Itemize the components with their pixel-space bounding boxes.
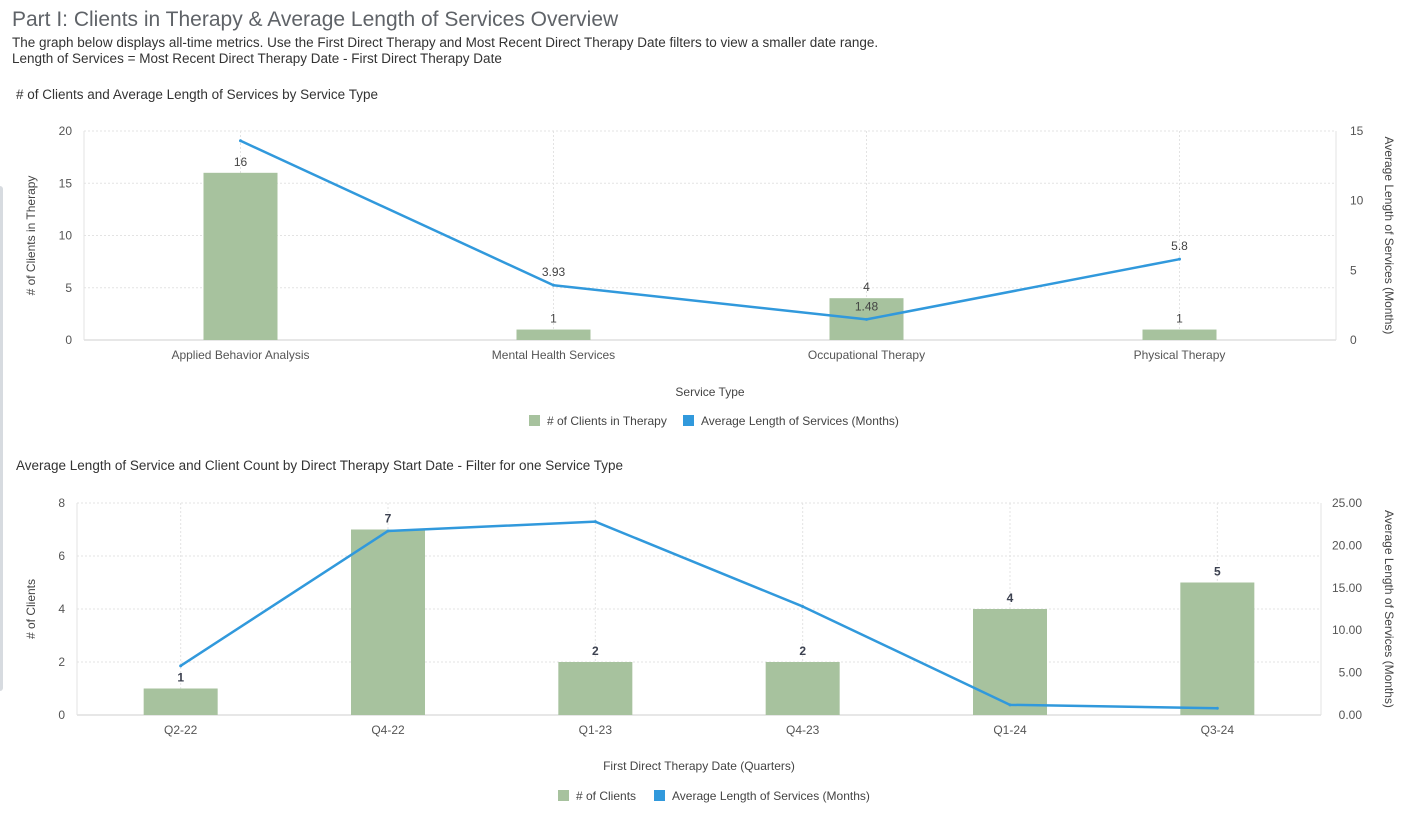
line-point bbox=[801, 604, 805, 608]
y2-tick-label: 20.00 bbox=[1332, 538, 1362, 552]
bar bbox=[973, 609, 1047, 715]
bar bbox=[558, 662, 633, 715]
bar-data-label: 1 bbox=[550, 312, 557, 326]
series-line bbox=[239, 139, 1180, 321]
y2-tick-label: 10 bbox=[1350, 194, 1364, 208]
y-tick-label: 6 bbox=[58, 549, 65, 563]
y2-axis-title: Average Length of Services (Months) bbox=[1382, 510, 1396, 708]
page-title: Part I: Clients in Therapy & Average Len… bbox=[12, 8, 619, 31]
y2-tick-label: 0 bbox=[1350, 333, 1357, 347]
legend-swatch-bars bbox=[529, 415, 540, 426]
y2-tick-label: 5 bbox=[1350, 263, 1357, 277]
y-tick-label: 10 bbox=[59, 229, 73, 243]
legend-label-line: Average Length of Services (Months) bbox=[672, 789, 870, 803]
x-tick-label: Q2-22 bbox=[164, 723, 198, 737]
x-tick-label: Q4-22 bbox=[371, 723, 405, 737]
line-point bbox=[552, 283, 555, 287]
bar bbox=[143, 688, 218, 715]
x-tick-label: Applied Behavior Analysis bbox=[171, 348, 309, 362]
y-tick-label: 8 bbox=[58, 496, 65, 510]
bar bbox=[203, 172, 278, 340]
line-data-label: 1.48 bbox=[855, 299, 879, 313]
x-tick-label: Physical Therapy bbox=[1134, 348, 1226, 362]
y-tick-label: 0 bbox=[65, 333, 72, 347]
line-point bbox=[1215, 706, 1219, 710]
left-panel-edge bbox=[0, 186, 3, 691]
legend-swatch-line bbox=[654, 790, 665, 801]
bar-data-label: 2 bbox=[592, 644, 599, 658]
y-axis-title: # of Clients bbox=[24, 579, 38, 639]
bar-data-label: 1 bbox=[177, 671, 184, 685]
bar-data-label: 4 bbox=[1007, 591, 1014, 605]
y2-axis-title: Average Length of Services (Months) bbox=[1382, 137, 1396, 335]
bar-data-label: 2 bbox=[799, 644, 806, 658]
line-point bbox=[593, 520, 597, 524]
chart-1-title: # of Clients and Average Length of Servi… bbox=[16, 87, 378, 102]
bar-data-label: 4 bbox=[863, 280, 870, 294]
line-point bbox=[179, 664, 183, 668]
legend-swatch-line bbox=[683, 415, 694, 426]
bar bbox=[516, 329, 591, 340]
x-tick-label: Mental Health Services bbox=[492, 348, 615, 362]
line-data-label: 5.8 bbox=[1171, 239, 1188, 253]
bar-data-label: 16 bbox=[234, 155, 248, 169]
y2-tick-label: 10.00 bbox=[1332, 623, 1362, 637]
line-point bbox=[386, 529, 390, 533]
y2-tick-label: 5.00 bbox=[1339, 666, 1363, 680]
x-axis-title: Service Type bbox=[675, 385, 744, 399]
y-tick-label: 0 bbox=[58, 708, 65, 722]
y2-tick-label: 0.00 bbox=[1339, 708, 1363, 722]
series-line bbox=[179, 520, 1218, 710]
legend-label-bars: # of Clients bbox=[576, 789, 636, 803]
bar bbox=[765, 662, 840, 715]
line-point bbox=[1178, 257, 1181, 261]
y-tick-label: 15 bbox=[59, 176, 73, 190]
bar bbox=[351, 529, 425, 715]
y2-tick-label: 25.00 bbox=[1332, 496, 1362, 510]
chart-2-title: Average Length of Service and Client Cou… bbox=[16, 458, 624, 473]
y-tick-label: 5 bbox=[65, 281, 72, 295]
x-tick-label: Q4-23 bbox=[786, 723, 820, 737]
x-tick-label: Occupational Therapy bbox=[808, 348, 925, 362]
bar bbox=[1180, 582, 1255, 715]
bar-data-label: 5 bbox=[1214, 565, 1221, 579]
page-subtitle-description: The graph below displays all-time metric… bbox=[12, 35, 879, 50]
y-axis-title: # of Clients in Therapy bbox=[24, 176, 38, 296]
line-point bbox=[1008, 703, 1012, 707]
y2-tick-label: 15.00 bbox=[1332, 581, 1362, 595]
x-tick-label: Q3-24 bbox=[1201, 723, 1235, 737]
y2-tick-label: 15 bbox=[1350, 124, 1364, 138]
legend-label-bars: # of Clients in Therapy bbox=[547, 414, 667, 428]
x-tick-label: Q1-24 bbox=[993, 723, 1027, 737]
y-tick-label: 4 bbox=[58, 602, 65, 616]
x-axis-title: First Direct Therapy Date (Quarters) bbox=[603, 759, 795, 773]
page-subtitle-formula: Length of Services = Most Recent Direct … bbox=[12, 51, 502, 66]
y-tick-label: 20 bbox=[59, 124, 73, 138]
bar bbox=[1142, 329, 1217, 340]
y-tick-label: 2 bbox=[58, 655, 65, 669]
line-data-label: 3.93 bbox=[542, 265, 566, 279]
line-point bbox=[865, 317, 868, 321]
bar-data-label: 1 bbox=[1176, 312, 1183, 326]
legend-swatch-bars bbox=[558, 790, 569, 801]
bar-data-label: 7 bbox=[385, 512, 392, 526]
legend-label-line: Average Length of Services (Months) bbox=[701, 414, 899, 428]
line-point bbox=[239, 139, 242, 143]
x-tick-label: Q1-23 bbox=[579, 723, 613, 737]
